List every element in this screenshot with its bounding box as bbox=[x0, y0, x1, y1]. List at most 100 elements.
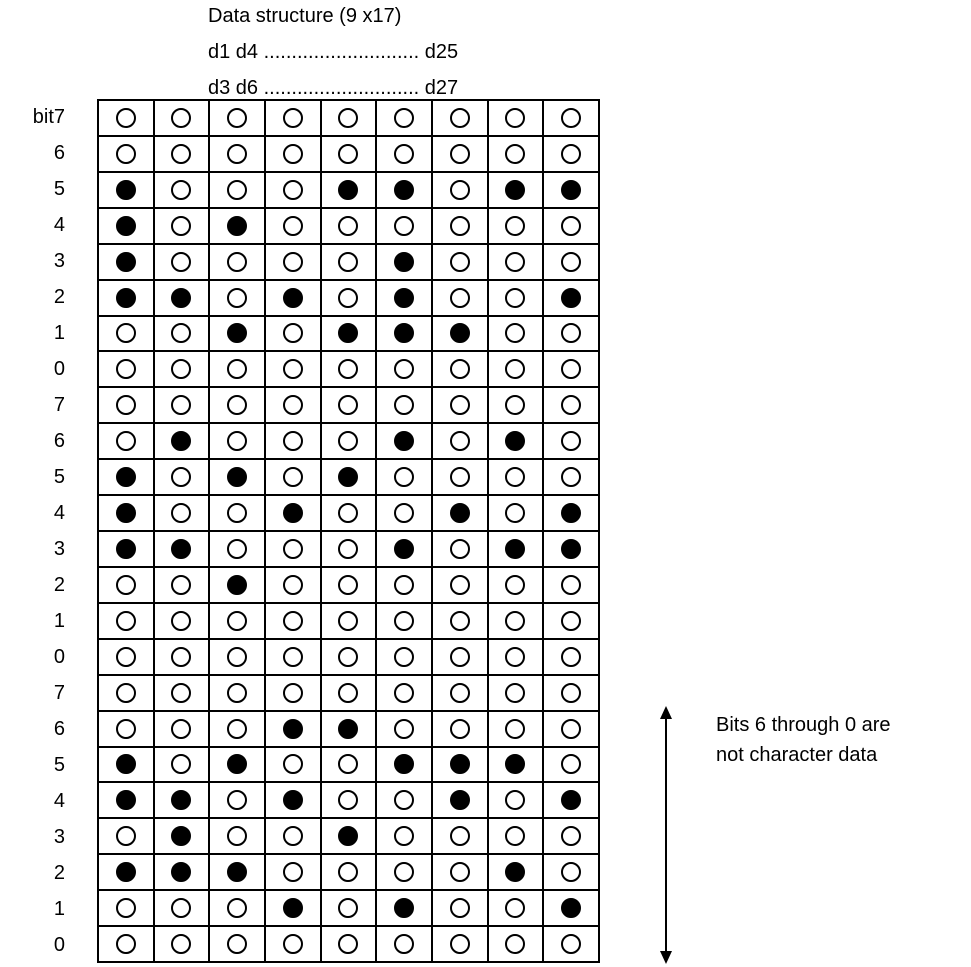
filled-dot-icon bbox=[338, 718, 359, 739]
empty-dot-icon bbox=[227, 251, 248, 272]
empty-dot-icon bbox=[171, 323, 192, 344]
bit-cell bbox=[154, 496, 211, 532]
row-label: 3 bbox=[53, 250, 65, 272]
bit-cell bbox=[266, 316, 322, 353]
empty-dot-icon bbox=[338, 395, 359, 416]
empty-dot-icon bbox=[338, 610, 359, 631]
empty-dot-icon bbox=[171, 934, 192, 955]
bit-cell bbox=[433, 316, 489, 353]
empty-dot-icon bbox=[338, 934, 359, 955]
filled-dot-icon bbox=[115, 215, 136, 236]
row-label: 5 bbox=[53, 754, 65, 776]
bit-cell bbox=[321, 783, 378, 820]
bit-cell bbox=[544, 675, 600, 712]
empty-dot-icon bbox=[338, 538, 359, 559]
filled-dot-icon bbox=[171, 862, 192, 883]
filled-dot-icon bbox=[449, 790, 470, 811]
empty-dot-icon bbox=[505, 251, 526, 272]
bit-cell bbox=[433, 208, 489, 245]
bit-cell bbox=[433, 424, 489, 461]
bit-cell bbox=[433, 352, 489, 389]
bit-cell bbox=[210, 316, 266, 353]
row-label: 2 bbox=[53, 286, 65, 308]
bit-cell bbox=[210, 208, 266, 245]
last-byte-sequence-label: d3 d6 ............................ d27 bbox=[208, 77, 459, 99]
bit-cell bbox=[99, 891, 155, 928]
empty-dot-icon bbox=[505, 826, 526, 847]
empty-dot-icon bbox=[338, 359, 359, 380]
bit-cell bbox=[433, 747, 489, 784]
empty-dot-icon bbox=[338, 251, 359, 272]
bit-cell bbox=[210, 567, 266, 604]
empty-dot-icon bbox=[449, 610, 470, 631]
row-label: 2 bbox=[53, 862, 65, 884]
row-label: 6 bbox=[53, 430, 65, 452]
bit-cell bbox=[321, 172, 378, 209]
bit-cell bbox=[154, 316, 211, 353]
bit-cell bbox=[488, 927, 545, 963]
bit-cell bbox=[266, 567, 322, 604]
filled-dot-icon bbox=[338, 323, 359, 344]
empty-dot-icon bbox=[561, 862, 582, 883]
bit-cell bbox=[154, 208, 211, 245]
bit-cell bbox=[210, 101, 266, 137]
empty-dot-icon bbox=[505, 610, 526, 631]
filled-dot-icon bbox=[561, 503, 582, 524]
filled-dot-icon bbox=[171, 826, 192, 847]
filled-dot-icon bbox=[561, 287, 582, 308]
bit-cell bbox=[99, 496, 155, 532]
empty-dot-icon bbox=[115, 826, 136, 847]
filled-dot-icon bbox=[282, 898, 303, 919]
bit-cell bbox=[154, 783, 211, 820]
bit-cell bbox=[433, 101, 489, 137]
empty-dot-icon bbox=[505, 143, 526, 164]
empty-dot-icon bbox=[171, 754, 192, 775]
bit-cell bbox=[266, 208, 322, 245]
empty-dot-icon bbox=[561, 574, 582, 595]
empty-dot-icon bbox=[338, 143, 359, 164]
empty-dot-icon bbox=[282, 646, 303, 667]
bit-cell bbox=[99, 101, 155, 137]
bit-cell bbox=[210, 496, 266, 532]
bit-cell bbox=[488, 244, 545, 281]
empty-dot-icon bbox=[115, 143, 136, 164]
empty-dot-icon bbox=[449, 251, 470, 272]
filled-dot-icon bbox=[394, 323, 415, 344]
bit-cell bbox=[321, 136, 378, 173]
empty-dot-icon bbox=[505, 646, 526, 667]
bit-cell bbox=[433, 496, 489, 532]
bit-cell bbox=[377, 891, 433, 928]
bit-cell bbox=[210, 927, 266, 963]
bit-cell bbox=[377, 711, 433, 748]
bit-cell bbox=[433, 891, 489, 928]
filled-dot-icon bbox=[115, 790, 136, 811]
bit-cell bbox=[266, 675, 322, 712]
filled-dot-icon bbox=[227, 467, 248, 488]
empty-dot-icon bbox=[338, 431, 359, 452]
bit-cell bbox=[544, 532, 600, 568]
bit-cell bbox=[266, 711, 322, 748]
empty-dot-icon bbox=[505, 574, 526, 595]
empty-dot-icon bbox=[394, 359, 415, 380]
row-label: 4 bbox=[53, 214, 65, 236]
filled-dot-icon bbox=[282, 503, 303, 524]
bit-cell bbox=[488, 819, 545, 856]
bit-cell bbox=[154, 388, 211, 425]
bit-cell bbox=[433, 388, 489, 425]
empty-dot-icon bbox=[227, 898, 248, 919]
empty-dot-icon bbox=[115, 934, 136, 955]
empty-dot-icon bbox=[394, 143, 415, 164]
empty-dot-icon bbox=[282, 179, 303, 200]
empty-dot-icon bbox=[227, 610, 248, 631]
bit-cell bbox=[433, 783, 489, 820]
empty-dot-icon bbox=[449, 898, 470, 919]
bit-cell bbox=[154, 352, 211, 389]
bit-cell bbox=[99, 603, 155, 640]
bit-cell bbox=[377, 424, 433, 461]
empty-dot-icon bbox=[282, 395, 303, 416]
empty-dot-icon bbox=[449, 862, 470, 883]
empty-dot-icon bbox=[338, 215, 359, 236]
bit-cell bbox=[488, 496, 545, 532]
empty-dot-icon bbox=[394, 718, 415, 739]
bit-cell bbox=[377, 783, 433, 820]
